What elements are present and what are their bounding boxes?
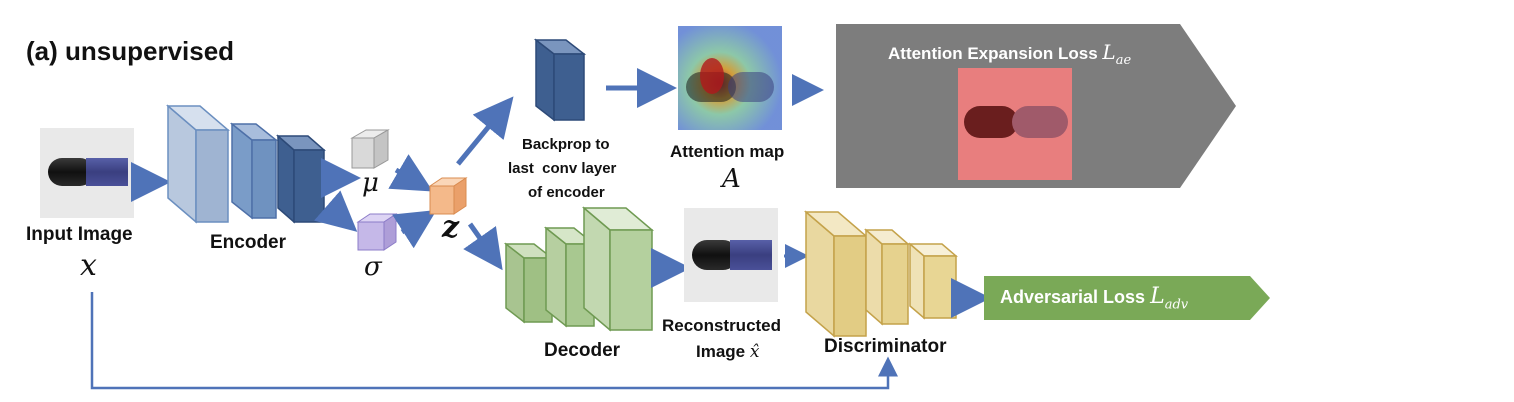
adversarial-loss-box [984,276,1270,320]
mu-cube [350,129,390,169]
adversarial-loss-label: Adversarial Loss Ladv [1000,284,1189,313]
attention-map-label: Attention map [670,142,785,161]
encoder-label: Encoder [210,232,287,253]
z-cube [428,177,468,215]
backprop-line-3: of encoder [528,184,605,201]
arrow-z-backprop [456,96,514,166]
backprop-line-1: Backprop to [522,136,610,153]
attention-map-symbol: A [722,164,741,194]
arrow-encoder-sigma [314,190,358,232]
arrow-mu-z [388,154,433,192]
reconstructed-line-2: Image x̂ [696,342,760,362]
decoder-label: Decoder [544,340,621,361]
attention-map-image [678,26,782,130]
sigma-symbol: σ [364,252,382,282]
sigma-cube [356,213,398,251]
reconstructed-image [684,208,778,302]
mu-symbol: μ [362,168,379,198]
input-symbol: x [80,248,97,283]
reconstructed-line-1: Reconstructed [662,316,782,335]
arrow-z-decoder [463,222,503,271]
panel-title: (a) unsupervised [26,36,235,66]
arrow-sigma-z [392,209,437,249]
last-conv-layer [533,38,587,122]
input-image-label: Input Image [26,224,133,245]
attention-loss-label: Attention Expansion Loss Lae [888,40,1132,68]
backprop-line-2: last conv layer [508,160,617,177]
arrow-input-discriminator [90,292,898,390]
z-symbol: z [442,210,460,245]
discriminator-block [803,210,959,338]
decoder-block [503,206,655,332]
encoder-block [165,104,326,224]
discriminator-label: Discriminator [824,336,947,357]
attention-loss-image [958,68,1072,180]
input-image [40,128,134,218]
